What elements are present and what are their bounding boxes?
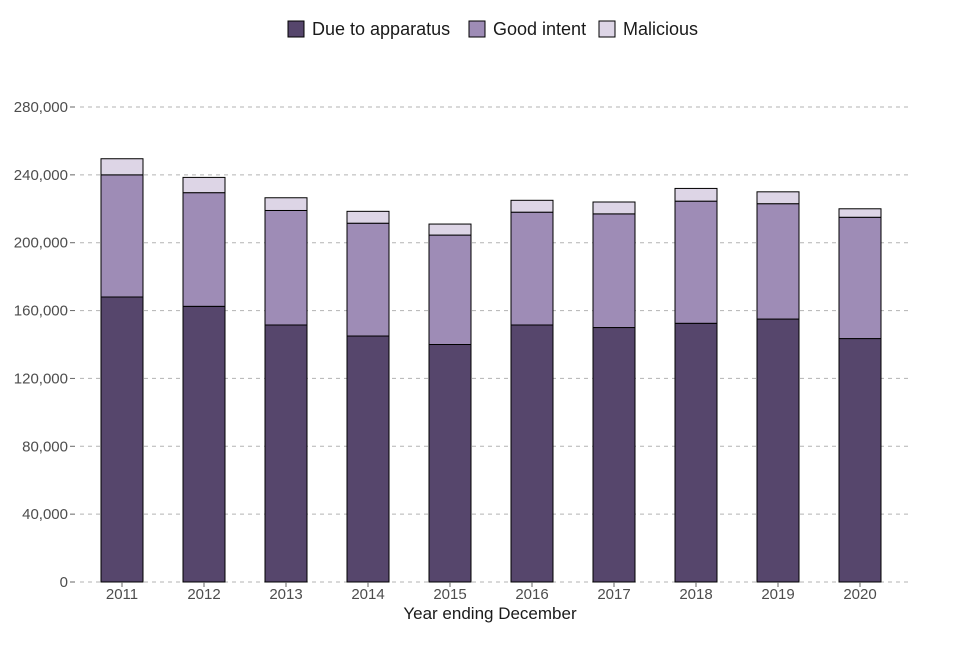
x-tick-label: 2014 (351, 586, 384, 603)
bar-segment-malicious (592, 201, 636, 215)
y-tick-label: 160,000 (14, 303, 68, 320)
legend-swatch-good-intent (468, 20, 486, 38)
x-axis-ticks: 2011 2012 2013 2014 2015 2016 2017 2018 2019 2020 (106, 582, 877, 603)
y-tick-label: 80,000 (22, 438, 68, 455)
bar-segment-malicious (346, 210, 390, 224)
bar-segment-good-intent (182, 192, 226, 307)
bar-segment-good-intent (428, 234, 472, 345)
x-tick-label: 2018 (679, 586, 712, 603)
bar-segment-due-to-apparatus (592, 327, 636, 583)
x-tick-label: 2013 (269, 586, 302, 603)
y-tick-label: 240,000 (14, 167, 68, 184)
x-tick-label: 2012 (187, 586, 220, 603)
x-tick-label: 2015 (433, 586, 466, 603)
x-tick-label: 2017 (597, 586, 630, 603)
bars (100, 158, 882, 583)
bar-segment-malicious (264, 197, 308, 211)
x-tick-label: 2011 (106, 586, 138, 603)
bar-segment-good-intent (838, 216, 882, 340)
bar-segment-malicious (100, 158, 144, 176)
bar-segment-good-intent (346, 222, 390, 337)
bar-segment-good-intent (100, 174, 144, 298)
y-tick-label: 200,000 (14, 235, 68, 252)
bar-segment-malicious (756, 191, 800, 205)
bar-segment-good-intent (264, 209, 308, 326)
y-tick-label: 0 (60, 574, 68, 591)
legend-label-malicious: Malicious (623, 19, 698, 39)
bar-segment-good-intent (674, 200, 718, 324)
bar-segment-due-to-apparatus (428, 344, 472, 583)
bar-segment-due-to-apparatus (346, 335, 390, 583)
bar-segment-good-intent (510, 211, 554, 326)
bar-segment-due-to-apparatus (182, 305, 226, 583)
bar-segment-due-to-apparatus (100, 296, 144, 583)
bar-segment-good-intent (592, 213, 636, 329)
legend-swatch-due-to-apparatus (287, 20, 305, 38)
y-axis-ticks: 0 40,000 80,000 120,000 160,000 200,000 240,00… (14, 99, 75, 591)
bar-segment-due-to-apparatus (838, 338, 882, 583)
x-tick-label: 2016 (515, 586, 548, 603)
legend: Due to apparatus Good intent Malicious (287, 19, 698, 39)
bar-segment-due-to-apparatus (264, 324, 308, 583)
legend-label-good-intent: Good intent (493, 19, 586, 39)
bar-segment-malicious (182, 176, 226, 194)
bar-segment-malicious (428, 223, 472, 236)
x-tick-label: 2020 (843, 586, 876, 603)
y-tick-label: 280,000 (14, 99, 68, 116)
bar-segment-due-to-apparatus (674, 322, 718, 583)
bar-segment-due-to-apparatus (756, 318, 800, 583)
bar-segment-malicious (674, 187, 718, 202)
legend-swatch-malicious (598, 20, 616, 38)
y-tick-label: 120,000 (14, 370, 68, 387)
y-tick-label: 40,000 (22, 506, 68, 523)
bar-segment-malicious (838, 208, 882, 218)
bar-segment-malicious (510, 199, 554, 213)
x-tick-label: 2019 (761, 586, 794, 603)
bar-segment-good-intent (756, 203, 800, 320)
legend-label-due-to-apparatus: Due to apparatus (312, 19, 450, 39)
x-axis-label: Year ending December (403, 604, 577, 623)
bar-segment-due-to-apparatus (510, 324, 554, 583)
